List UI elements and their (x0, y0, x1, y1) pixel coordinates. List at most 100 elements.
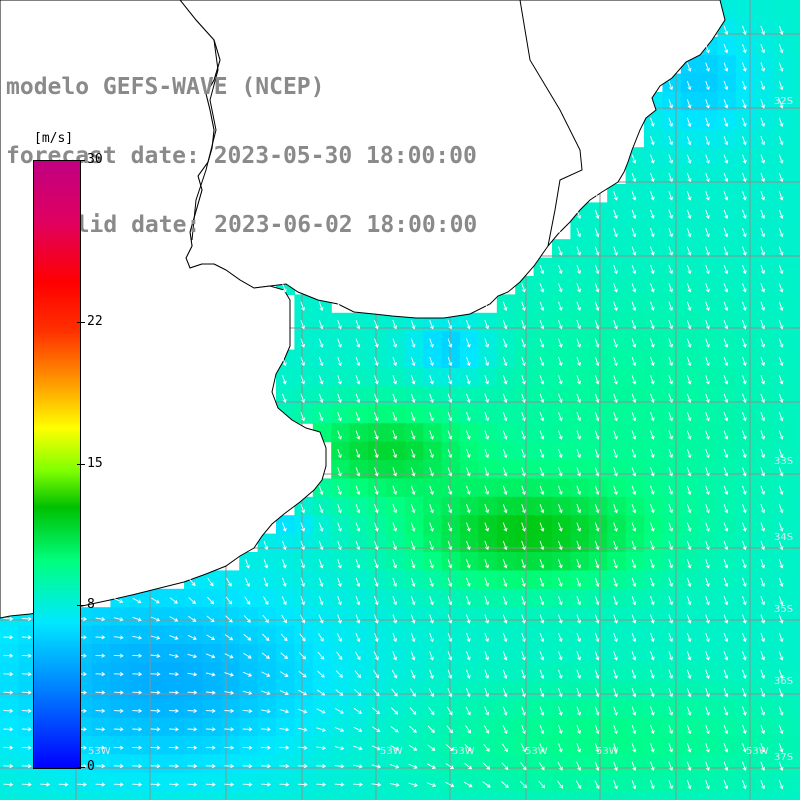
field-cell (754, 312, 774, 332)
wind-arrow (58, 782, 69, 787)
field-cell (607, 680, 627, 700)
field-cell (441, 478, 461, 498)
wind-arrow (650, 522, 655, 532)
field-cell (791, 662, 800, 682)
field-cell (717, 552, 737, 571)
field-cell (570, 441, 590, 461)
field-cell (754, 349, 774, 369)
wind-arrow (151, 597, 160, 604)
field-cell (496, 791, 516, 800)
wind-arrow (558, 320, 563, 330)
field-cell (0, 662, 19, 682)
wind-arrows (3, 25, 784, 790)
wind-arrow (466, 596, 471, 606)
wind-arrow (705, 577, 710, 587)
field-cell (349, 552, 369, 571)
wind-arrow (705, 559, 710, 569)
field-cell (754, 331, 774, 351)
field-cell (239, 552, 259, 571)
wind-arrow (484, 485, 490, 495)
field-cell (515, 607, 535, 627)
wind-arrow (760, 632, 766, 643)
wind-arrow (760, 596, 766, 606)
wind-arrow (650, 577, 655, 587)
field-cell (515, 791, 535, 800)
field-cell (441, 736, 461, 755)
wind-arrow (668, 577, 674, 587)
field-cell (478, 552, 498, 571)
field-cell (496, 331, 516, 351)
wind-arrow (355, 338, 361, 348)
wind-arrow (539, 283, 545, 293)
wind-arrow (613, 375, 618, 385)
field-cell (662, 92, 682, 111)
wind-arrow (778, 117, 784, 127)
wind-arrow (723, 393, 729, 403)
field-cell (570, 588, 590, 608)
field-cell (441, 570, 461, 590)
field-cell (772, 147, 792, 167)
field-cell (349, 478, 369, 498)
field-cell (552, 386, 571, 406)
field-cell (55, 791, 75, 800)
field-cell (754, 73, 774, 93)
field-cell (368, 368, 387, 387)
wind-arrow (668, 264, 674, 275)
field-cell (662, 496, 682, 516)
field-cell (349, 368, 369, 387)
field-cell (680, 644, 700, 663)
field-cell (644, 717, 663, 737)
field-cell (202, 644, 222, 663)
wind-arrow (576, 743, 582, 753)
wind-arrow (242, 727, 253, 732)
wind-arrow (723, 412, 729, 422)
field-cell (294, 349, 314, 369)
field-cell (772, 607, 792, 627)
wind-arrow (207, 578, 214, 587)
field-cell (331, 570, 351, 590)
wind-arrow (686, 80, 692, 91)
wind-arrow (169, 764, 179, 769)
field-cell (570, 772, 590, 792)
field-cell (276, 772, 295, 792)
field-cell (662, 110, 682, 130)
field-cell (423, 625, 443, 645)
field-cell (552, 496, 571, 516)
wind-arrow (447, 485, 453, 495)
wind-arrow (3, 690, 14, 695)
wind-arrow (686, 99, 692, 109)
field-cell (680, 754, 700, 774)
wind-arrow (113, 782, 124, 787)
field-cell (552, 552, 571, 571)
wind-arrow (723, 743, 729, 753)
wind-arrow (668, 430, 674, 440)
field-cell (607, 404, 627, 424)
field-cell (570, 386, 590, 406)
wind-arrow (429, 412, 434, 422)
wind-arrow (337, 448, 342, 459)
wind-arrow (705, 706, 710, 716)
wind-arrow (466, 430, 471, 440)
field-cell (754, 0, 774, 19)
wind-arrow (520, 762, 527, 771)
wind-arrow (392, 504, 398, 514)
field-cell (515, 496, 535, 516)
wind-arrow (650, 651, 655, 661)
wind-arrow (428, 706, 435, 716)
wind-arrow (337, 338, 342, 348)
wind-arrow (300, 596, 306, 606)
wind-arrow (484, 651, 490, 661)
field-cell (607, 331, 627, 351)
field-cell (662, 202, 682, 222)
field-cell (515, 717, 535, 737)
wind-arrow (594, 191, 600, 201)
wind-arrow (613, 651, 618, 661)
field-cell (294, 699, 314, 719)
wind-arrow (705, 504, 710, 514)
field-cell (699, 331, 719, 351)
wind-arrow (521, 504, 526, 514)
field-cell (165, 625, 185, 645)
wind-arrow (723, 117, 729, 127)
field-cell (460, 441, 479, 461)
field-cell (662, 312, 682, 332)
